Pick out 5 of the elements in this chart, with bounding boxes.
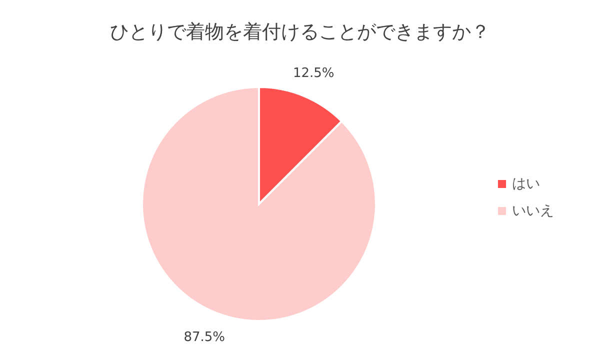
data-label: 12.5% xyxy=(292,66,334,82)
legend-label: いいえ xyxy=(512,203,554,219)
data-label: 87.5% xyxy=(184,330,226,345)
chart-title: ひとりで着物を着付けることができますか？ xyxy=(110,21,490,43)
legend-label: はい xyxy=(512,176,540,192)
